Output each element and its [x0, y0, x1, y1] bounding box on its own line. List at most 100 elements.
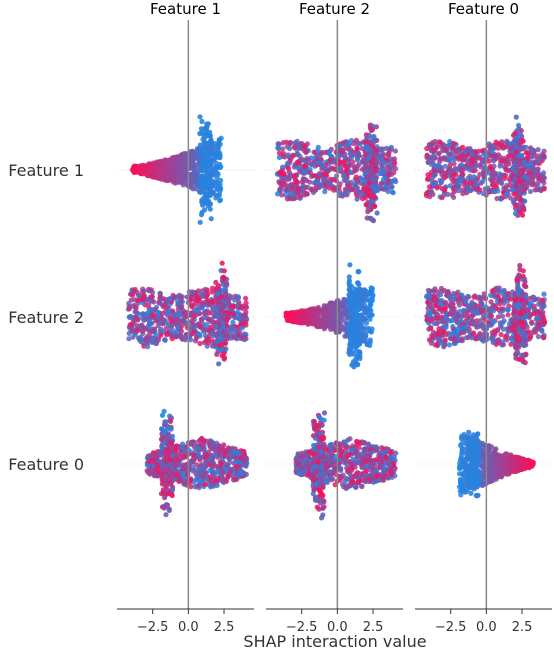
- data-point: [331, 159, 337, 165]
- data-point: [541, 317, 547, 323]
- data-point: [215, 291, 221, 297]
- data-point: [126, 314, 132, 320]
- data-point: [181, 158, 187, 164]
- data-point: [162, 337, 168, 343]
- data-point: [206, 157, 212, 163]
- data-point: [193, 335, 199, 341]
- data-point: [424, 154, 430, 160]
- data-point: [150, 336, 156, 342]
- data-point: [541, 291, 547, 297]
- data-point: [517, 146, 523, 152]
- data-point: [178, 328, 185, 334]
- data-point: [243, 319, 249, 325]
- data-point: [221, 268, 227, 274]
- data-point: [443, 146, 449, 152]
- data-point: [429, 333, 435, 339]
- data-point: [439, 143, 445, 149]
- data-point: [189, 149, 195, 155]
- data-point: [521, 160, 527, 166]
- data-point: [299, 156, 305, 162]
- data-point: [146, 301, 152, 307]
- data-point: [297, 311, 303, 317]
- data-point: [511, 187, 517, 193]
- data-point: [436, 167, 442, 173]
- data-point: [283, 186, 290, 192]
- data-point: [456, 188, 462, 194]
- data-point: [239, 335, 246, 341]
- data-point: [242, 312, 248, 318]
- data-point: [165, 309, 171, 315]
- data-point: [442, 337, 448, 343]
- data-point: [240, 305, 246, 311]
- data-point: [480, 295, 486, 301]
- data-point: [191, 313, 197, 320]
- data-point: [355, 280, 361, 286]
- data-point: [173, 333, 179, 339]
- data-point: [277, 170, 283, 176]
- data-point: [373, 175, 379, 181]
- data-point: [353, 180, 359, 186]
- data-point: [455, 146, 462, 153]
- data-point: [355, 155, 361, 161]
- data-point: [350, 359, 356, 365]
- data-point: [501, 300, 507, 306]
- data-point: [357, 175, 364, 181]
- data-point: [134, 289, 140, 295]
- data-point: [522, 300, 528, 306]
- data-point: [200, 188, 206, 194]
- data-point: [302, 169, 308, 175]
- data-point: [243, 295, 249, 301]
- data-point: [344, 311, 351, 317]
- data-point: [299, 189, 305, 195]
- data-point: [201, 315, 207, 321]
- data-point: [511, 177, 518, 183]
- data-point: [487, 152, 493, 159]
- data-point: [438, 179, 444, 185]
- data-point: [522, 279, 528, 285]
- data-point: [216, 154, 222, 160]
- data-point: [207, 206, 213, 212]
- data-point: [371, 139, 377, 145]
- data-point: [430, 300, 436, 306]
- data-point: [450, 173, 456, 179]
- data-point: [233, 327, 239, 333]
- data-point: [527, 188, 534, 195]
- data-point: [392, 148, 398, 154]
- data-point: [144, 338, 150, 344]
- data-point: [535, 147, 541, 153]
- data-point: [512, 202, 518, 208]
- data-point: [535, 159, 541, 165]
- data-point: [521, 178, 527, 184]
- data-point: [456, 312, 462, 318]
- data-point: [275, 141, 281, 147]
- data-point: [354, 140, 360, 146]
- cell-r1-c1: [117, 114, 254, 225]
- data-point: [331, 324, 337, 330]
- data-point: [316, 307, 322, 313]
- data-point: [290, 318, 296, 324]
- data-point: [348, 290, 354, 296]
- data-point: [503, 167, 509, 173]
- data-point: [381, 159, 387, 166]
- data-point: [492, 330, 498, 336]
- data-point: [477, 187, 483, 193]
- data-point: [208, 216, 214, 222]
- data-point: [291, 164, 298, 170]
- data-point: [458, 162, 464, 168]
- data-point: [346, 346, 352, 352]
- data-point: [493, 303, 499, 309]
- data-point: [364, 135, 370, 141]
- data-point: [432, 148, 438, 154]
- data-point: [537, 175, 543, 181]
- data-point: [303, 184, 309, 190]
- data-point: [201, 127, 207, 133]
- data-point: [189, 289, 195, 295]
- data-point: [513, 114, 519, 120]
- data-point: [454, 167, 461, 173]
- data-point: [541, 170, 547, 176]
- data-point: [217, 347, 224, 353]
- data-point: [323, 316, 329, 322]
- data-point: [495, 141, 501, 147]
- data-point: [491, 158, 497, 164]
- data-point: [447, 152, 453, 159]
